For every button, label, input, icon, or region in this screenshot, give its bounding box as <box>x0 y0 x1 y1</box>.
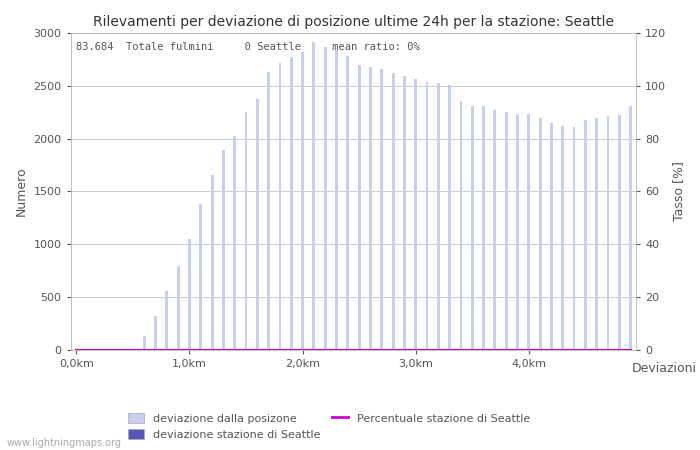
X-axis label: Deviazioni: Deviazioni <box>632 362 697 375</box>
Text: www.lightningmaps.org: www.lightningmaps.org <box>7 438 122 448</box>
Bar <box>448 85 451 350</box>
Y-axis label: Numero: Numero <box>15 166 28 216</box>
Bar <box>629 106 632 350</box>
Bar <box>561 126 564 350</box>
Bar <box>369 67 372 350</box>
Bar <box>595 118 598 350</box>
Bar <box>324 47 327 350</box>
Bar <box>211 176 214 350</box>
Bar <box>459 100 463 350</box>
Title: Rilevamenti per deviazione di posizione ultime 24h per la stazione: Seattle: Rilevamenti per deviazione di posizione … <box>93 15 614 29</box>
Bar <box>279 63 281 350</box>
Bar <box>335 50 338 350</box>
Legend: deviazione dalla posizone, deviazione stazione di Seattle, Percentuale stazione : deviazione dalla posizone, deviazione st… <box>127 413 531 440</box>
Bar <box>550 123 553 350</box>
Bar <box>165 291 168 350</box>
Bar <box>358 65 360 350</box>
Bar <box>132 349 134 350</box>
Bar <box>75 349 78 350</box>
Bar <box>607 117 610 350</box>
Bar <box>505 112 508 350</box>
Bar <box>120 349 123 350</box>
Bar <box>414 79 417 350</box>
Bar <box>267 72 270 350</box>
Bar <box>143 336 146 350</box>
Bar <box>199 204 202 350</box>
Bar <box>573 127 575 350</box>
Bar <box>154 316 157 350</box>
Bar <box>86 349 89 350</box>
Bar <box>233 136 236 350</box>
Bar <box>471 106 474 350</box>
Bar <box>403 76 406 350</box>
Bar <box>539 118 542 350</box>
Bar <box>256 99 259 350</box>
Bar <box>494 110 496 350</box>
Bar <box>584 120 587 350</box>
Y-axis label: Tasso [%]: Tasso [%] <box>672 162 685 221</box>
Text: 83.684  Totale fulmini     0 Seattle     mean ratio: 0%: 83.684 Totale fulmini 0 Seattle mean rat… <box>76 42 420 53</box>
Bar <box>527 114 530 350</box>
Bar <box>426 81 428 350</box>
Bar <box>516 114 519 350</box>
Bar <box>380 69 383 350</box>
Bar <box>222 150 225 350</box>
Bar <box>346 56 349 350</box>
Bar <box>618 115 621 350</box>
Bar <box>437 82 440 350</box>
Bar <box>392 73 395 350</box>
Bar <box>244 112 248 350</box>
Bar <box>97 349 100 350</box>
Bar <box>290 57 293 350</box>
Bar <box>482 106 485 350</box>
Bar <box>109 349 112 350</box>
Bar <box>312 42 315 350</box>
Bar <box>188 239 191 350</box>
Bar <box>177 266 180 350</box>
Bar <box>301 52 304 350</box>
